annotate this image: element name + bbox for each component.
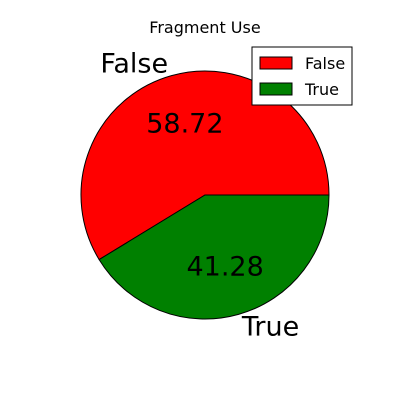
chart-title: Fragment Use	[149, 18, 260, 37]
slice-label-true: True	[241, 311, 299, 342]
slice-label-false: False	[100, 49, 168, 80]
pie-slice-true	[98, 194, 330, 320]
legend: False True	[251, 46, 353, 106]
pct-label-false: 58.72	[146, 108, 223, 139]
legend-swatch-false	[259, 56, 293, 70]
legend-label-true: True	[304, 80, 339, 99]
pie-slices	[80, 70, 330, 320]
slice-labels: False True	[100, 49, 299, 343]
percentage-labels: 58.72 41.28	[146, 108, 264, 282]
pie-slice-false	[80, 70, 330, 261]
legend-label-false: False	[305, 54, 345, 73]
legend-swatch-true	[259, 82, 293, 96]
pct-label-true: 41.28	[186, 252, 263, 283]
